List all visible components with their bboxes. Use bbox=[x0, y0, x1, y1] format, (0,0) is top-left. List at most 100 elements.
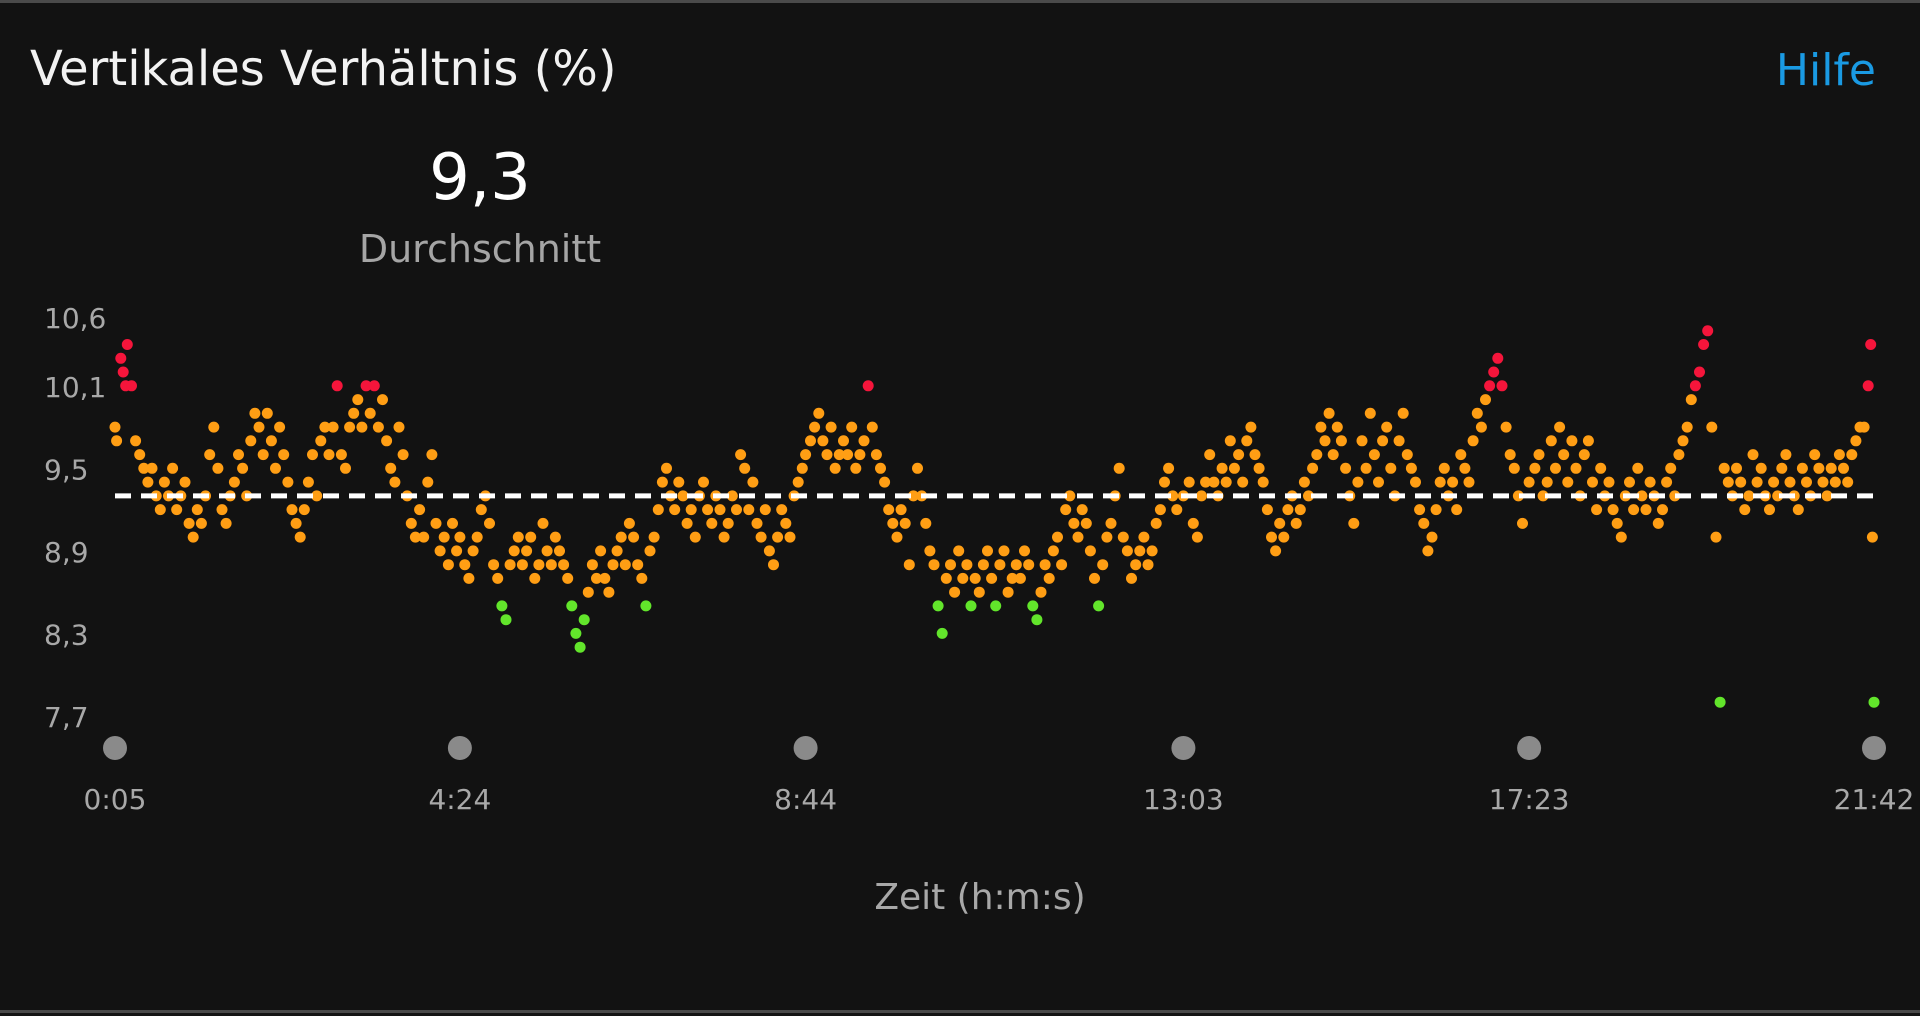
data-point bbox=[315, 435, 327, 447]
data-point bbox=[442, 559, 454, 571]
data-point bbox=[1385, 462, 1397, 474]
data-point bbox=[1159, 476, 1170, 488]
data-point bbox=[1405, 462, 1417, 474]
data-point bbox=[1669, 490, 1681, 502]
data-point bbox=[1838, 462, 1849, 474]
data-point bbox=[776, 504, 788, 516]
data-point bbox=[261, 407, 273, 419]
data-point bbox=[183, 517, 195, 529]
data-point bbox=[1220, 476, 1232, 488]
data-point bbox=[438, 531, 450, 543]
data-point bbox=[1064, 490, 1076, 502]
data-point bbox=[846, 421, 858, 433]
data-point bbox=[895, 504, 907, 516]
x-tick-marker[interactable] bbox=[447, 736, 472, 760]
data-point bbox=[130, 435, 142, 447]
data-point bbox=[549, 531, 561, 543]
data-point bbox=[866, 421, 878, 433]
data-point bbox=[1475, 421, 1487, 433]
data-point bbox=[1397, 407, 1409, 419]
x-tick-marker[interactable] bbox=[793, 736, 818, 760]
data-point bbox=[1866, 531, 1878, 543]
data-point bbox=[817, 435, 829, 447]
y-tick-label: 10,1 bbox=[44, 371, 106, 404]
y-tick-label: 8,3 bbox=[44, 618, 89, 651]
data-point bbox=[278, 449, 290, 461]
data-point bbox=[1447, 476, 1459, 488]
data-point bbox=[1858, 421, 1870, 433]
data-point bbox=[1414, 504, 1426, 516]
y-tick-label: 10,6 bbox=[44, 302, 106, 335]
data-point bbox=[1661, 476, 1673, 488]
x-tick-label: 4:24 bbox=[428, 783, 491, 816]
data-point bbox=[253, 421, 265, 433]
data-point bbox=[1714, 696, 1726, 708]
data-point bbox=[1595, 462, 1607, 474]
data-point bbox=[805, 435, 816, 447]
data-point bbox=[364, 407, 376, 419]
data-point bbox=[1587, 476, 1598, 488]
data-point bbox=[1093, 600, 1105, 612]
data-point bbox=[920, 517, 932, 529]
data-point bbox=[677, 490, 689, 502]
data-point bbox=[578, 614, 590, 626]
data-point bbox=[1685, 394, 1697, 406]
data-point bbox=[447, 517, 458, 529]
data-point bbox=[698, 476, 709, 488]
data-point bbox=[957, 572, 969, 584]
data-point bbox=[784, 531, 796, 543]
data-point bbox=[302, 476, 314, 488]
data-point bbox=[1261, 504, 1273, 516]
data-point bbox=[1023, 559, 1035, 571]
data-point bbox=[1245, 421, 1257, 433]
data-point bbox=[1047, 545, 1059, 557]
data-point bbox=[1097, 559, 1109, 571]
data-point bbox=[1237, 476, 1249, 488]
data-point bbox=[1743, 490, 1755, 502]
data-point bbox=[1060, 504, 1072, 516]
data-point bbox=[998, 545, 1010, 557]
data-point bbox=[768, 559, 779, 571]
data-point bbox=[1138, 531, 1150, 543]
data-point bbox=[451, 545, 463, 557]
data-point bbox=[953, 545, 965, 557]
data-point bbox=[1154, 504, 1166, 516]
data-point bbox=[1615, 531, 1627, 543]
data-point bbox=[1298, 476, 1310, 488]
data-point bbox=[1722, 476, 1734, 488]
data-point bbox=[1401, 449, 1413, 461]
data-point bbox=[1340, 462, 1352, 474]
x-tick-marker[interactable] bbox=[1517, 736, 1542, 760]
data-point bbox=[1233, 449, 1245, 461]
data-point bbox=[1438, 462, 1450, 474]
data-point bbox=[393, 421, 405, 433]
data-point bbox=[850, 462, 862, 474]
help-link[interactable]: Hilfe bbox=[1775, 45, 1876, 96]
data-point bbox=[607, 559, 619, 571]
data-point bbox=[1319, 435, 1331, 447]
data-point bbox=[405, 517, 417, 529]
data-point bbox=[1796, 462, 1808, 474]
data-point bbox=[1755, 462, 1767, 474]
data-point bbox=[1455, 449, 1467, 461]
data-point bbox=[1529, 462, 1541, 474]
data-point bbox=[1512, 490, 1524, 502]
data-point bbox=[195, 517, 207, 529]
x-tick-marker[interactable] bbox=[1171, 736, 1196, 760]
data-point bbox=[1035, 586, 1047, 598]
data-point bbox=[1290, 517, 1302, 529]
data-point bbox=[891, 531, 903, 543]
data-point bbox=[1846, 449, 1858, 461]
data-point bbox=[1545, 435, 1557, 447]
x-tick-marker[interactable] bbox=[103, 736, 127, 760]
data-point bbox=[115, 352, 127, 364]
data-point bbox=[681, 517, 693, 529]
data-point bbox=[463, 572, 475, 584]
data-point bbox=[829, 462, 841, 474]
data-point bbox=[1327, 449, 1339, 461]
x-tick-marker[interactable] bbox=[1862, 736, 1886, 760]
data-point bbox=[1628, 504, 1640, 516]
data-point bbox=[619, 559, 631, 571]
data-point bbox=[673, 476, 685, 488]
data-point bbox=[109, 421, 121, 433]
